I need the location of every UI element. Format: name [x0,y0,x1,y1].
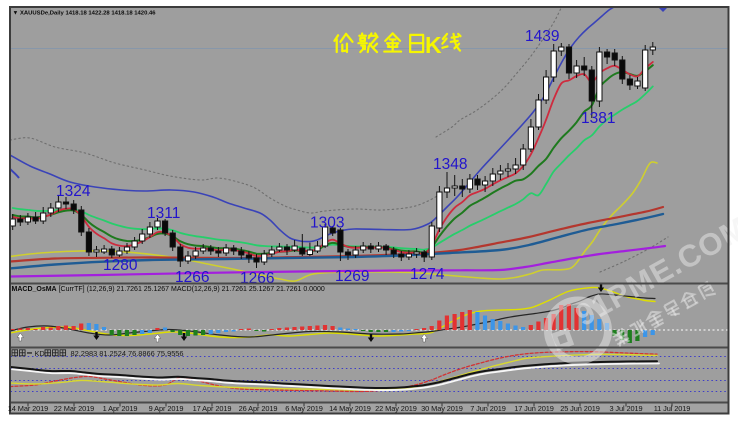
svg-text:1381: 1381 [581,110,615,127]
svg-text:1324: 1324 [56,183,91,200]
svg-text:14 May 2019: 14 May 2019 [329,404,371,413]
svg-text:9 Apr 2019: 9 Apr 2019 [149,404,184,413]
svg-text:7 Jun 2019: 7 Jun 2019 [470,404,506,413]
svg-text:30 May 2019: 30 May 2019 [421,404,463,413]
svg-text:K: K [425,32,442,58]
svg-text:1280: 1280 [103,257,138,274]
svg-text:17 Jun 2019: 17 Jun 2019 [514,404,554,413]
svg-text:1303: 1303 [310,215,344,232]
svg-text:1274: 1274 [410,266,445,283]
svg-text:14 Mar 2019: 14 Mar 2019 [8,404,48,413]
svg-text:1439: 1439 [525,28,559,45]
svg-text:1266: 1266 [175,269,209,286]
svg-text:17 Apr 2019: 17 Apr 2019 [193,404,232,413]
svg-text:11 Jul 2019: 11 Jul 2019 [654,404,691,413]
svg-text:3 Jul 2019: 3 Jul 2019 [609,404,642,413]
svg-text:1311: 1311 [147,205,180,222]
svg-text:6 May 2019: 6 May 2019 [285,404,323,413]
svg-text:26 Apr 2019: 26 Apr 2019 [239,404,278,413]
svg-text:KD: KD [35,349,45,358]
svg-text:22 May 2019: 22 May 2019 [375,404,417,413]
svg-text:▼ XAUUSDe,Daily 1418.18 1422.: ▼ XAUUSDe,Daily 1418.18 1422.28 1418.18 … [13,11,157,17]
svg-text:1269: 1269 [335,268,369,285]
svg-text:MACD_OsMA [CurrTF] (12,26,9) 2: MACD_OsMA [CurrTF] (12,26,9) 21.7261 25.… [12,286,325,293]
svg-text:82.2983 81.2524 76.8866 75.955: 82.2983 81.2524 76.8866 75.9556 [71,349,184,358]
svg-text:25 Jun 2019: 25 Jun 2019 [560,404,600,413]
svg-text:22 Mar 2019: 22 Mar 2019 [54,404,94,413]
svg-text:1 Apr 2019: 1 Apr 2019 [103,404,138,413]
svg-text:1348: 1348 [433,156,467,173]
